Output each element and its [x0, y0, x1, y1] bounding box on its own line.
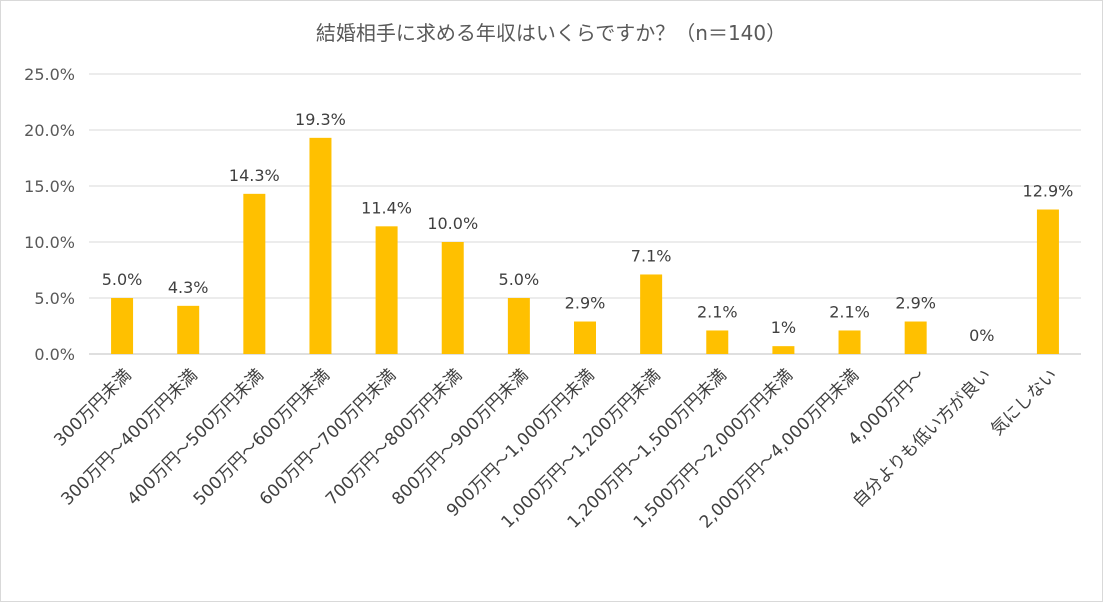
data-label: 1%: [771, 318, 796, 337]
x-tick-label: 気にしない: [987, 365, 1061, 439]
x-tick-label: 500万円～600万円未満: [190, 365, 334, 509]
y-tick-label: 20.0%: [24, 121, 75, 140]
y-tick-label: 10.0%: [24, 233, 75, 252]
data-label: 4.3%: [168, 278, 209, 297]
x-tick-label: 800万円～900万円未満: [388, 365, 532, 509]
bar: [706, 330, 729, 354]
data-label: 2.1%: [829, 302, 870, 321]
bar: [640, 274, 663, 354]
y-tick-label: 5.0%: [34, 289, 75, 308]
data-label: 5.0%: [499, 270, 540, 289]
bar: [1036, 209, 1059, 354]
x-tick-label: 300万円～400万円未満: [58, 365, 202, 509]
y-tick-label: 15.0%: [24, 177, 75, 196]
bars: [111, 137, 1059, 354]
chart-title: 結婚相手に求める年収はいくらですか？（n＝140）: [316, 21, 786, 45]
x-tick-label: 600万円～700万円未満: [256, 365, 400, 509]
y-tick-label: 0.0%: [34, 345, 75, 364]
data-label: 7.1%: [631, 246, 672, 265]
bar: [772, 346, 795, 354]
x-axis-ticks: 300万円未満300万円～400万円未満400万円～500万円未満500万円～6…: [50, 365, 1061, 532]
data-label: 12.9%: [1023, 182, 1074, 201]
data-label: 5.0%: [102, 270, 143, 289]
bar: [111, 298, 134, 354]
bar: [243, 193, 266, 354]
data-label: 10.0%: [427, 214, 478, 233]
x-tick-label: 400万円～500万円未満: [124, 365, 268, 509]
data-label: 2.9%: [565, 294, 606, 313]
data-label: 14.3%: [229, 166, 280, 185]
data-label: 0%: [969, 326, 994, 345]
y-tick-label: 25.0%: [24, 65, 75, 84]
data-label: 11.4%: [361, 198, 412, 217]
bar: [574, 321, 596, 354]
data-label: 2.1%: [697, 302, 738, 321]
data-labels: 5.0% 4.3% 14.3% 19.3% 11.4% 10.0% 5.0% 2.9% 7.1%…: [102, 110, 1074, 345]
bar: [375, 226, 398, 354]
y-axis-ticks: 0.0% 5.0% 10.0% 15.0% 20.0% 25.0%: [24, 65, 75, 364]
bar: [177, 305, 200, 354]
bar: [507, 298, 530, 354]
data-label: 2.9%: [895, 294, 936, 313]
bar: [838, 330, 861, 354]
data-label: 19.3%: [295, 110, 346, 129]
bar: [904, 321, 927, 354]
x-tick-label: 700万円～800万円未満: [322, 365, 466, 509]
x-tick-label: 自分よりも低い方が良い: [849, 365, 995, 511]
bar: [309, 137, 332, 354]
bar: [441, 242, 464, 354]
